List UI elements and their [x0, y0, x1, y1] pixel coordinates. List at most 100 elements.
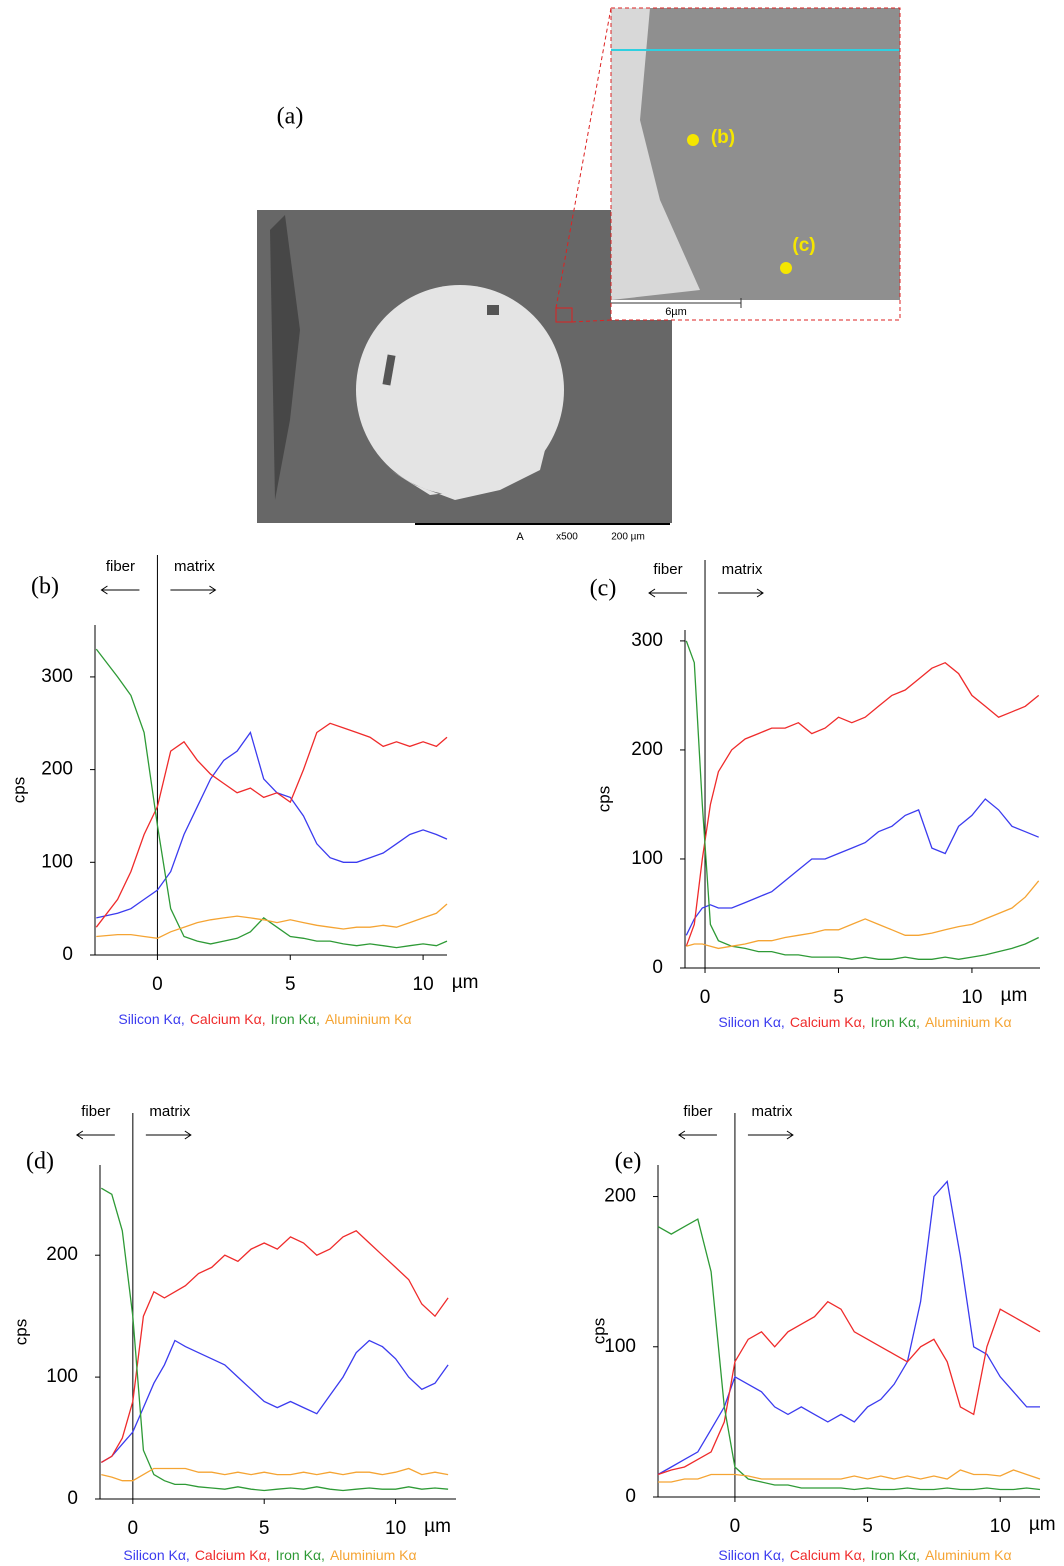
- legend-entry: Iron Kα,: [871, 1547, 920, 1563]
- legend-entry: Silicon Kα,: [118, 1011, 184, 1027]
- annotation: matrix: [149, 1103, 190, 1120]
- annotation: fiber: [683, 1103, 712, 1120]
- x-tick-label: 10: [413, 974, 434, 995]
- y-tick-label: 100: [41, 851, 73, 872]
- arrow: [718, 588, 764, 598]
- data-line: [657, 1300, 1041, 1476]
- arrow: [100, 585, 140, 595]
- x-tick-label: 5: [833, 987, 844, 1008]
- x-unit: µm: [452, 972, 479, 993]
- sem-footer: A: [516, 531, 524, 543]
- x-unit: µm: [424, 1516, 451, 1537]
- data-line: [657, 1218, 1041, 1491]
- legend-entry: Iron Kα,: [271, 1011, 320, 1027]
- legend-entry: Calcium Kα,: [195, 1547, 271, 1563]
- legend-entry: Calcium Kα,: [790, 1547, 866, 1563]
- annotation: matrix: [722, 561, 763, 578]
- arrow: [747, 1130, 794, 1140]
- y-axis-label: cps: [594, 786, 613, 812]
- data-line: [101, 1467, 449, 1482]
- x-tick-label: 0: [730, 1516, 741, 1537]
- legend-entry: Silicon Kα,: [718, 1547, 784, 1563]
- fiber-pore: [382, 354, 396, 386]
- inset-border: [610, 7, 901, 321]
- y-axis-label: cps: [9, 777, 28, 803]
- y-tick-label: 100: [631, 848, 663, 869]
- x-tick-label: 5: [862, 1516, 873, 1537]
- x-tick-label: 10: [961, 987, 982, 1008]
- data-line: [685, 640, 1039, 960]
- sem-footer: 200 µm: [611, 532, 645, 543]
- legend-entry: Aluminium Kα: [330, 1547, 417, 1563]
- sem-crack: [270, 215, 300, 500]
- panel-label: (a): [277, 104, 304, 130]
- legend-entry: Aluminium Kα: [925, 1547, 1012, 1563]
- x-unit: µm: [1029, 1514, 1056, 1535]
- data-line: [95, 722, 448, 928]
- y-tick-label: 0: [652, 957, 663, 978]
- zoom-line: [555, 7, 612, 309]
- y-tick-label: 300: [41, 666, 73, 687]
- legend-entry: Silicon Kα,: [123, 1547, 189, 1563]
- inset-footer: [611, 300, 900, 320]
- legend-entry: Iron Kα,: [871, 1014, 920, 1030]
- fiber-pore: [487, 305, 499, 315]
- annotation: fiber: [106, 558, 135, 575]
- legend-entry: Aluminium Kα: [325, 1011, 412, 1027]
- x-unit: µm: [1001, 985, 1028, 1006]
- y-tick-label: 0: [625, 1486, 636, 1507]
- arrow: [170, 585, 217, 595]
- legend-entry: Calcium Kα,: [790, 1014, 866, 1030]
- y-tick-label: 200: [41, 759, 73, 780]
- panel-label: (d): [26, 1149, 54, 1175]
- zoom-box: [555, 307, 573, 323]
- point-marker: [780, 262, 792, 274]
- arrow: [648, 588, 688, 598]
- x-tick-label: 10: [385, 1518, 406, 1539]
- y-tick-label: 0: [62, 944, 73, 965]
- y-tick-label: 300: [631, 630, 663, 651]
- y-tick-label: 200: [46, 1244, 78, 1265]
- data-line: [685, 798, 1039, 936]
- panel-label: (e): [615, 1149, 642, 1175]
- data-line: [685, 661, 1040, 947]
- x-tick-label: 5: [259, 1518, 270, 1539]
- data-line: [100, 1187, 449, 1492]
- data-line: [658, 1469, 1041, 1483]
- legend: Silicon Kα, Calcium Kα, Iron Kα, Aluminium …: [718, 1547, 1011, 1563]
- legend-entry: Silicon Kα,: [718, 1014, 784, 1030]
- legend-entry: Iron Kα,: [276, 1547, 325, 1563]
- y-tick-label: 100: [46, 1366, 78, 1387]
- x-tick-label: 0: [152, 974, 163, 995]
- legend: Silicon Kα, Calcium Kα, Iron Kα, Aluminium …: [123, 1547, 416, 1563]
- y-tick-label: 200: [631, 739, 663, 760]
- fiber-section: [356, 285, 564, 495]
- annotation: fiber: [81, 1103, 110, 1120]
- arrow: [678, 1130, 717, 1140]
- inset-scale-label: 6µm: [665, 306, 687, 318]
- legend: Silicon Kα, Calcium Kα, Iron Kα, Aluminium …: [718, 1014, 1011, 1030]
- panel-label: (c): [590, 576, 617, 602]
- x-tick-label: 0: [700, 987, 711, 1008]
- y-tick-label: 100: [604, 1336, 636, 1357]
- sem-footer-bg: [257, 523, 672, 528]
- y-tick-label: 200: [604, 1186, 636, 1207]
- y-axis-label: cps: [589, 1318, 608, 1344]
- data-line: [96, 903, 448, 939]
- legend-entry: Aluminium Kα: [925, 1014, 1012, 1030]
- x-tick-label: 10: [990, 1516, 1011, 1537]
- data-line: [100, 1230, 449, 1463]
- data-line: [100, 1339, 449, 1463]
- sem-footer: x500: [556, 532, 578, 543]
- annotation: fiber: [653, 561, 682, 578]
- annotation: matrix: [752, 1103, 793, 1120]
- inset-label: (c): [792, 235, 815, 256]
- arrow: [145, 1130, 192, 1140]
- y-axis-label: cps: [11, 1319, 30, 1345]
- data-line: [686, 880, 1040, 950]
- legend: Silicon Kα, Calcium Kα, Iron Kα, Aluminium …: [118, 1011, 411, 1027]
- y-tick-label: 0: [67, 1488, 78, 1509]
- arrow: [75, 1130, 115, 1140]
